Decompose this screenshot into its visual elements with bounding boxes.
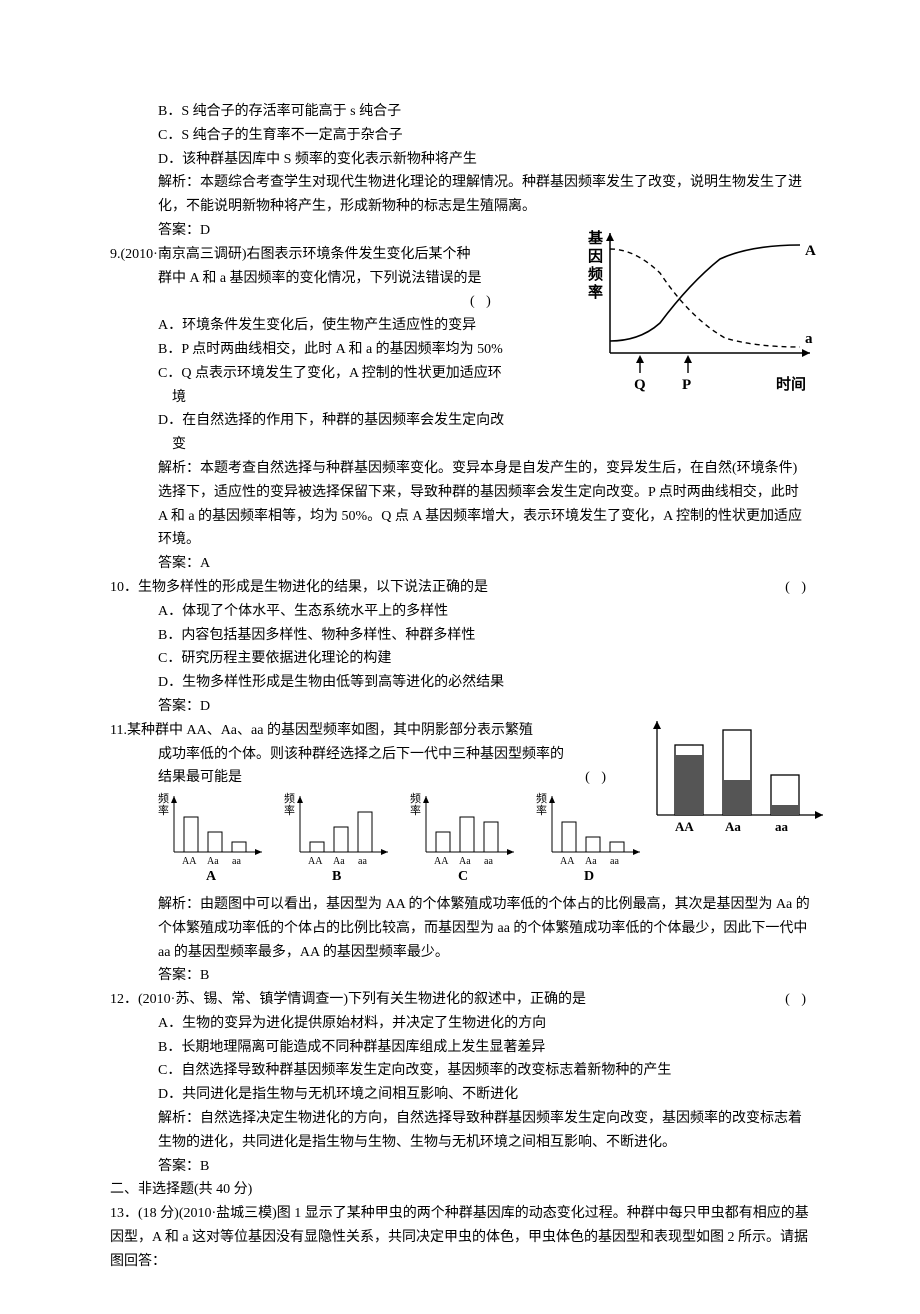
q9-mark-q: Q bbox=[634, 377, 646, 393]
svg-text:频: 频 bbox=[158, 792, 169, 805]
q10-option-b: B．内容包括基因多样性、物种多样性、种群多样性 bbox=[110, 624, 810, 648]
q8-explanation: 解析：本题综合考查学生对现代生物进化理论的理解情况。种群基因频率发生了改变，说明… bbox=[110, 171, 810, 219]
svg-text:率: 率 bbox=[284, 803, 295, 817]
svg-text:AA: AA bbox=[560, 856, 575, 867]
q9-chart: 基 因 频 率 A a Q P 时间 bbox=[580, 223, 830, 402]
q10-stem: 10．生物多样性的形成是生物进化的结果，以下说法正确的是 ( ) bbox=[110, 576, 810, 600]
svg-text:Aa: Aa bbox=[207, 856, 219, 867]
q9-explanation: 解析：本题考查自然选择与种群基因频率变化。变异本身是自发产生的，变异发生后，在自… bbox=[110, 457, 810, 552]
q10-option-c: C．研究历程主要依据进化理论的构建 bbox=[110, 647, 810, 671]
q8-option-b: B．S 纯合子的存活率可能高于 s 纯合子 bbox=[110, 100, 810, 124]
svg-text:Aa: Aa bbox=[333, 856, 345, 867]
section-2-heading: 二、非选择题(共 40 分) bbox=[110, 1178, 810, 1202]
q9-option-d2: 变 bbox=[110, 433, 810, 457]
q9-xlabel: 时间 bbox=[776, 375, 806, 393]
q9-ylabel-1: 基 bbox=[587, 229, 604, 247]
q12-answer: 答案：B bbox=[110, 1155, 810, 1179]
q9-ylabel-3: 频 bbox=[588, 265, 603, 283]
svg-text:A: A bbox=[206, 869, 217, 884]
q9-mark-p: P bbox=[682, 377, 691, 393]
svg-text:aa: aa bbox=[232, 856, 241, 867]
svg-text:频: 频 bbox=[284, 792, 295, 805]
svg-text:率: 率 bbox=[536, 803, 547, 817]
svg-text:aa: aa bbox=[358, 856, 367, 867]
svg-text:C: C bbox=[458, 869, 468, 884]
q12-stem: 12．(2010·苏、锡、常、镇学情调查一)下列有关生物进化的叙述中，正确的是 … bbox=[110, 988, 810, 1012]
svg-text:率: 率 bbox=[410, 803, 421, 817]
q12-option-a: A．生物的变异为进化提供原始材料，并决定了生物进化的方向 bbox=[110, 1012, 810, 1036]
svg-text:aa: aa bbox=[775, 819, 789, 834]
q12-option-c: C．自然选择导致种群基因频率发生定向改变，基因频率的改变标志着新物种的产生 bbox=[110, 1059, 810, 1083]
svg-text:aa: aa bbox=[610, 856, 619, 867]
q11-opt-c-chart: 频 率 AA Aa aa C bbox=[410, 792, 522, 893]
q11-explanation: 解析：由题图中可以看出，基因型为 AA 的个体繁殖成功率低的个体占的比例最高，其… bbox=[110, 893, 810, 964]
svg-text:频: 频 bbox=[410, 792, 421, 805]
q13-stem: 13．(18 分)(2010·盐城三模)图 1 显示了某种甲虫的两个种群基因库的… bbox=[110, 1202, 810, 1273]
q9-block: 基 因 频 率 A a Q P 时间 9.(2010·南京高三调研)右图表示环境… bbox=[110, 243, 810, 457]
svg-text:率: 率 bbox=[158, 803, 169, 817]
q11-opt-d-chart: 频 率 AA Aa aa D bbox=[536, 792, 648, 893]
svg-text:Aa: Aa bbox=[459, 856, 471, 867]
svg-text:频: 频 bbox=[536, 792, 547, 805]
q12-option-b: B．长期地理隔离可能造成不同种群基因库组成上发生显著差异 bbox=[110, 1036, 810, 1060]
svg-text:D: D bbox=[584, 869, 594, 884]
svg-text:AA: AA bbox=[434, 856, 449, 867]
q12-option-d: D．共同进化是指生物与无机环境之间相互影响、不断进化 bbox=[110, 1083, 810, 1107]
q11-opt-b-chart: 频 率 AA Aa aa B bbox=[284, 792, 396, 893]
svg-text:Aa: Aa bbox=[585, 856, 597, 867]
q12-explanation: 解析：自然选择决定生物进化的方向，自然选择导致种群基因频率发生定向改变，基因频率… bbox=[110, 1107, 810, 1155]
q9-curve-a2-label: a bbox=[805, 331, 813, 347]
q9-option-d: D．在自然选择的作用下，种群的基因频率会发生定向改 bbox=[110, 409, 810, 433]
q9-curve-a-label: A bbox=[805, 243, 816, 259]
svg-text:AA: AA bbox=[675, 819, 694, 834]
svg-text:AA: AA bbox=[182, 856, 197, 867]
q10-option-a: A．体现了个体水平、生态系统水平上的多样性 bbox=[110, 600, 810, 624]
q11-stimulus-chart: AA Aa aa bbox=[645, 715, 830, 849]
q8-option-c: C．S 纯合子的生育率不一定高于杂合子 bbox=[110, 124, 810, 148]
svg-text:AA: AA bbox=[308, 856, 323, 867]
svg-text:Aa: Aa bbox=[725, 819, 741, 834]
q11-block: AA Aa aa 11.某种群中 AA、Aa、aa 的基因型频率如图，其中阴影部… bbox=[110, 719, 810, 790]
svg-text:aa: aa bbox=[484, 856, 493, 867]
q11-opt-a-chart: 频 率 AA Aa aa A bbox=[158, 792, 270, 893]
q10-option-d: D．生物多样性形成是生物由低等到高等进化的必然结果 bbox=[110, 671, 810, 695]
q8-option-d: D．该种群基因库中 S 频率的变化表示新物种将产生 bbox=[110, 148, 810, 172]
q9-ylabel-2: 因 bbox=[588, 248, 603, 265]
q11-answer: 答案：B bbox=[110, 964, 810, 988]
q9-answer: 答案：A bbox=[110, 552, 810, 576]
q9-ylabel-4: 率 bbox=[588, 283, 603, 301]
svg-text:B: B bbox=[332, 869, 341, 884]
